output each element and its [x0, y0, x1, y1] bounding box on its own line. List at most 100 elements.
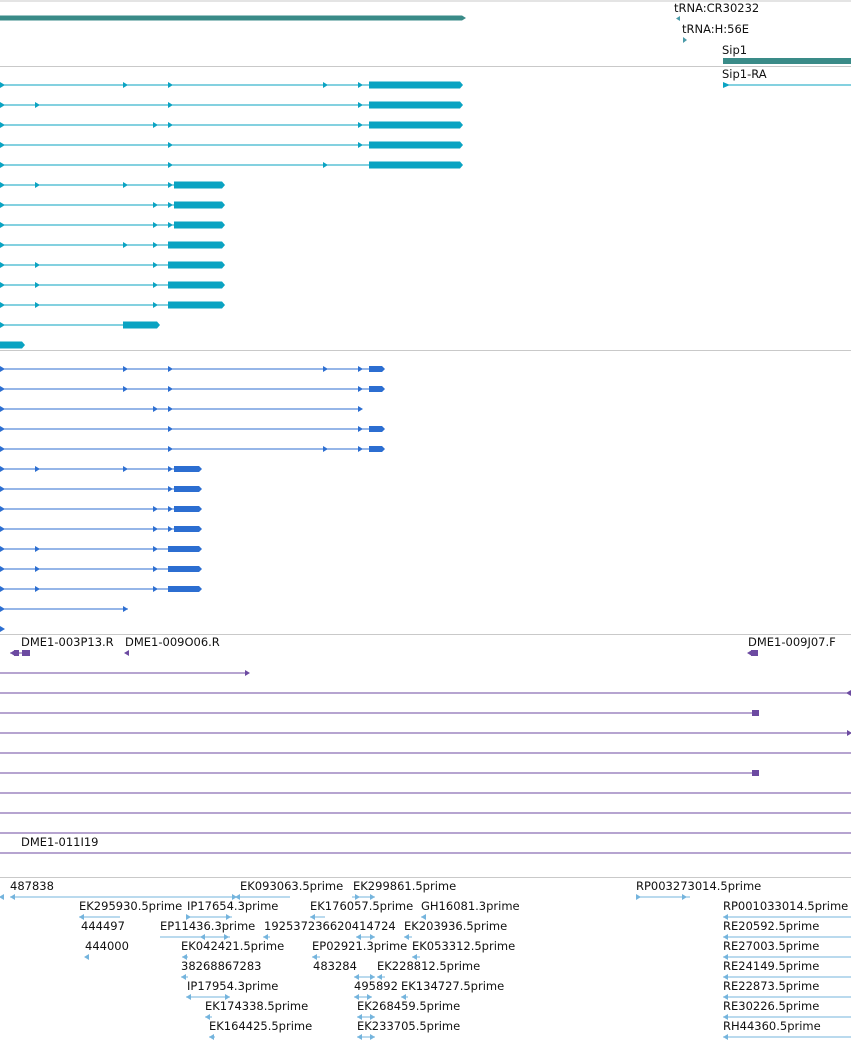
est-feature[interactable] — [181, 974, 188, 980]
transcript-feature[interactable] — [0, 261, 225, 269]
transcript-feature[interactable] — [0, 121, 463, 129]
transcript-feature[interactable] — [0, 321, 160, 329]
trna-feature[interactable]: tRNA:H:56E — [682, 22, 749, 43]
est-feature[interactable] — [412, 954, 420, 960]
transcript-feature[interactable] — [0, 566, 202, 572]
est-labels: 487838 EK093063.5prime EK299861.5prime R… — [10, 879, 848, 1033]
transcript-feature[interactable]: Sip1-RA — [722, 67, 851, 88]
transcript-feature[interactable] — [0, 606, 128, 612]
clone-feature[interactable] — [124, 650, 129, 656]
transcript-feature[interactable] — [0, 426, 385, 432]
transcript-feature[interactable] — [0, 81, 463, 89]
clone-feature[interactable]: DME1-003P13.R — [21, 635, 114, 649]
est-label: EP02921.3prime — [312, 939, 407, 953]
clone-feature[interactable]: DME1-009O06.R — [125, 635, 220, 649]
cds-track — [0, 366, 851, 635]
est-label: RH44360.5prime — [723, 1019, 821, 1033]
transcript-feature[interactable] — [0, 341, 25, 349]
est-feature[interactable] — [723, 974, 851, 980]
est-feature[interactable] — [84, 954, 89, 960]
clone-label: DME1-011I19 — [21, 835, 99, 849]
est-feature[interactable] — [404, 934, 412, 940]
transcript-feature[interactable] — [0, 281, 225, 289]
est-feature[interactable] — [186, 914, 232, 920]
transcript-feature[interactable] — [0, 486, 202, 492]
est-label: RP001033014.5prime — [723, 899, 848, 913]
est-label: EP11436.3prime — [160, 919, 255, 933]
clone-feature[interactable] — [0, 770, 759, 776]
est-feature[interactable] — [723, 934, 851, 940]
gene-label: Sip1 — [722, 43, 747, 57]
transcript-feature[interactable] — [0, 466, 202, 472]
est-feature[interactable] — [263, 934, 270, 940]
est-feature[interactable] — [723, 994, 851, 1000]
est-feature[interactable] — [160, 934, 230, 940]
gene-feature[interactable]: Sip1 — [722, 43, 851, 64]
est-feature[interactable] — [312, 954, 320, 960]
est-label: RE27003.5prime — [723, 939, 819, 953]
transcript-feature[interactable] — [0, 181, 225, 189]
transcript-feature[interactable] — [0, 221, 225, 229]
transcript-feature[interactable] — [0, 201, 225, 209]
est-feature[interactable] — [79, 914, 120, 920]
transcript-feature[interactable] — [0, 301, 225, 309]
est-feature[interactable] — [354, 974, 375, 980]
est-feature[interactable] — [723, 1014, 851, 1020]
est-feature[interactable] — [310, 914, 325, 920]
est-label: EK268459.5prime — [357, 999, 460, 1013]
est-feature[interactable] — [357, 1034, 375, 1040]
est-feature[interactable] — [356, 934, 375, 940]
transcript-feature[interactable] — [0, 386, 385, 392]
clone-label: DME1-009O06.R — [125, 635, 220, 649]
transcript-feature[interactable] — [0, 241, 225, 249]
transcript-feature[interactable] — [0, 586, 202, 592]
est-label: 38268867283 — [181, 959, 261, 973]
transcript-feature[interactable] — [0, 366, 385, 372]
clone-feature[interactable] — [0, 730, 851, 736]
est-feature[interactable] — [357, 1014, 375, 1020]
clone-feature[interactable] — [0, 670, 250, 676]
mrna-transcript-rows — [0, 81, 463, 349]
est-feature[interactable] — [723, 954, 851, 960]
est-feature[interactable] — [421, 914, 426, 920]
est-label: IP17654.3prime — [187, 899, 278, 913]
transcript-feature[interactable] — [0, 101, 463, 109]
est-feature[interactable] — [235, 894, 290, 900]
transcript-feature[interactable] — [0, 626, 5, 632]
clone-feature[interactable]: DME1-011I19 — [21, 835, 99, 849]
est-feature[interactable] — [0, 894, 4, 900]
est-label: EK174338.5prime — [205, 999, 308, 1013]
clone-feature[interactable] — [10, 650, 30, 656]
est-feature[interactable] — [10, 894, 240, 900]
transcript-feature[interactable] — [0, 161, 463, 169]
est-feature[interactable] — [186, 994, 230, 1000]
clone-feature[interactable] — [747, 650, 758, 656]
transcript-feature[interactable] — [0, 506, 202, 512]
transcript-feature[interactable] — [0, 546, 202, 552]
est-feature[interactable] — [209, 1034, 215, 1040]
gene-feature[interactable] — [0, 15, 466, 21]
clone-feature[interactable] — [0, 690, 851, 696]
est-feature[interactable] — [723, 1034, 851, 1040]
est-label: 483284 — [313, 959, 357, 973]
clone-feature[interactable]: DME1-009J07.F — [748, 635, 836, 649]
est-feature[interactable] — [636, 894, 690, 900]
est-feature[interactable] — [377, 974, 385, 980]
clone-rows — [0, 650, 851, 854]
clone-track: DME1-003P13.R DME1-009O06.R DME1-009J07.… — [0, 635, 851, 878]
est-feature[interactable] — [182, 954, 188, 960]
est-feature[interactable] — [352, 894, 375, 900]
transcript-feature[interactable] — [0, 446, 385, 452]
est-feature[interactable] — [205, 1014, 212, 1020]
trna-feature[interactable]: tRNA:CR30232 — [674, 1, 759, 21]
est-feature[interactable] — [401, 994, 408, 1000]
clone-feature[interactable] — [0, 710, 759, 716]
est-label: RP003273014.5prime — [636, 879, 761, 893]
est-label: RE30226.5prime — [723, 999, 819, 1013]
est-feature[interactable] — [354, 994, 372, 1000]
transcript-feature[interactable] — [0, 141, 463, 149]
est-feature[interactable] — [723, 914, 851, 920]
est-label: 444497 — [81, 919, 125, 933]
transcript-feature[interactable] — [0, 526, 202, 532]
transcript-feature[interactable] — [0, 406, 363, 412]
